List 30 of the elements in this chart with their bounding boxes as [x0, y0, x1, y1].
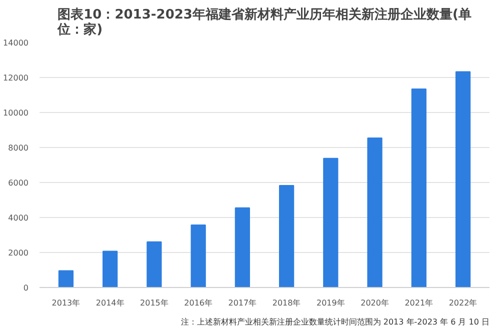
y-tick-label: 0: [23, 284, 29, 292]
chart-title: 图表10：2013-2023年福建省新材料产业历年相关新注册企业数量(单位：家): [56, 6, 472, 38]
y-tick-label: 12000: [3, 74, 29, 82]
y-tick-label: 4000: [8, 214, 28, 222]
x-tick-label: 2022年: [448, 298, 478, 308]
x-tick-label: 2013年: [52, 298, 80, 308]
x-tick-label: 2017年: [228, 298, 257, 308]
bar: [234, 207, 250, 288]
y-tick-label: 6000: [8, 178, 28, 188]
bar: [102, 250, 118, 288]
y-tick-label: 14000: [3, 38, 29, 48]
x-tick-label: 2016年: [184, 298, 213, 308]
bar: [323, 158, 338, 288]
x-tick-label: 2020年: [360, 298, 389, 308]
bar: [58, 270, 74, 288]
bar: [146, 241, 162, 288]
y-tick-label: 10000: [3, 108, 29, 118]
x-tick-label: 2014年: [96, 298, 124, 308]
x-tick-label: 2015年: [140, 298, 168, 308]
bar: [367, 138, 382, 288]
x-tick-label: 2019年: [316, 298, 345, 308]
y-tick-label: 2000: [8, 248, 28, 258]
x-tick-label: 2018年: [272, 298, 301, 308]
bar: [279, 184, 294, 288]
bar: [411, 88, 426, 288]
y-tick-label: 8000: [8, 144, 28, 152]
x-tick-label: 2021年: [404, 298, 434, 308]
text: 注：上述新材料产业相关新注册企业数量统计时间范围为 2013 年-2023 年 6 月 10 日: [180, 318, 490, 326]
bar: [190, 224, 206, 288]
bar: [455, 71, 471, 288]
